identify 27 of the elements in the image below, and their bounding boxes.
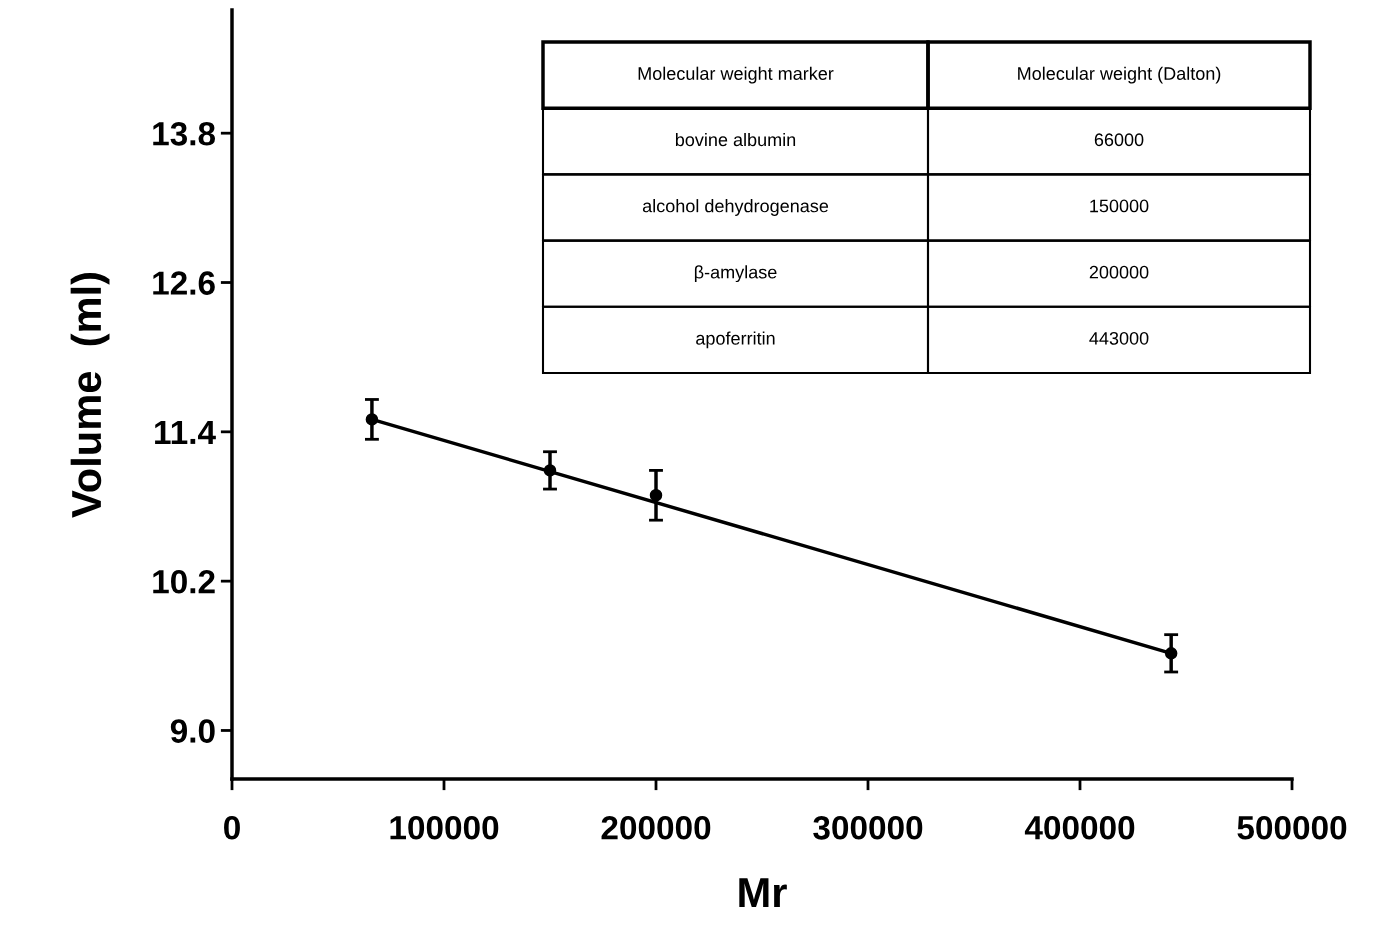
point [649,489,663,502]
y-axis-title: Volume (ml) [70,273,110,518]
annotation: bovine albumin [675,132,796,147]
annotation: 150000 [1090,199,1149,213]
point [365,413,379,426]
point [1164,647,1178,660]
y-tick-label: 11.4 [155,420,216,444]
x-tick-label: 200000 [601,815,711,840]
x-tick-label: 0 [224,815,240,840]
annotation: apoferritin [696,331,775,349]
x-tick-label: 100000 [390,815,499,840]
annotation: alcohol dehydrogenase [642,199,829,216]
annotation: 200000 [1089,265,1149,279]
y-tick-label: 9.0 [170,719,215,743]
x-tick-label: 400000 [1024,815,1135,840]
y-tick-label: 12.6 [153,271,215,295]
x-tick-label: 500000 [1237,815,1347,840]
y-tick-label: 13.8 [153,121,216,146]
y-tick-label: 10.2 [153,569,215,594]
x-tick-label: 300000 [813,815,923,840]
x-axis-title: Mr [739,878,787,907]
annotation: Molecular weight marker [638,66,834,84]
annotation: β-amylase [694,265,777,283]
annotation: Molecular weight (Dalton) [1018,66,1221,84]
point [543,464,557,477]
annotation: 443000 [1089,331,1149,345]
annotation: 66000 [1094,133,1144,147]
